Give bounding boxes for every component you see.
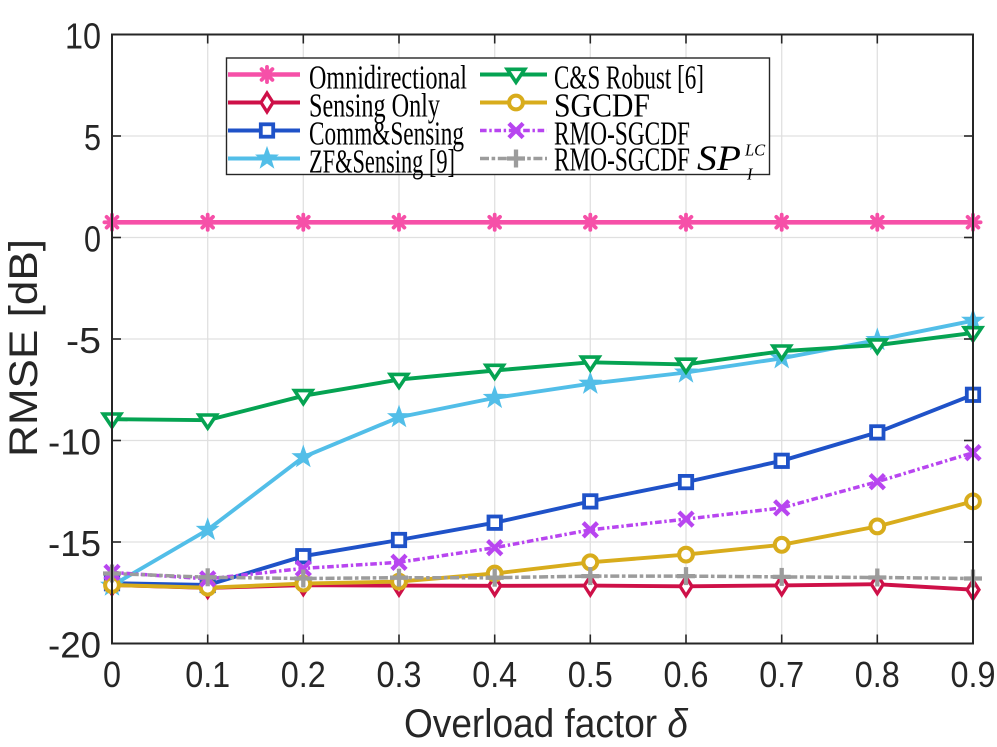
svg-text:I: I [746, 165, 754, 184]
svg-text:0.7: 0.7 [759, 654, 804, 695]
svg-text:C&S Robust [6]: C&S Robust [6] [554, 60, 704, 97]
svg-text:0.5: 0.5 [568, 654, 613, 695]
svg-text:5: 5 [84, 117, 101, 158]
svg-text:Overload factor δ: Overload factor δ [404, 702, 689, 746]
svg-text:0.4: 0.4 [472, 654, 517, 695]
svg-text:RMSE [dB]: RMSE [dB] [2, 239, 46, 457]
svg-text:-10: -10 [48, 422, 101, 463]
svg-text:0.8: 0.8 [855, 654, 900, 695]
svg-text:Omnidirectional: Omnidirectional [309, 60, 467, 97]
svg-text:SP: SP [697, 138, 741, 178]
svg-text:0.6: 0.6 [664, 654, 709, 695]
svg-text:10: 10 [65, 16, 101, 57]
svg-text:RMO-SGCDF: RMO-SGCDF [554, 142, 690, 179]
svg-text:0.1: 0.1 [185, 654, 230, 695]
svg-text:SGCDF: SGCDF [554, 88, 650, 125]
svg-text:RMO-SGCDF: RMO-SGCDF [554, 116, 690, 153]
svg-text:-20: -20 [48, 625, 101, 666]
svg-text:Comm&Sensing: Comm&Sensing [309, 116, 464, 153]
svg-text:0.3: 0.3 [377, 654, 422, 695]
svg-text:LC: LC [744, 141, 766, 160]
svg-text:-5: -5 [66, 320, 101, 361]
svg-text:0.2: 0.2 [281, 654, 326, 695]
svg-text:0.9: 0.9 [951, 654, 996, 695]
svg-text:-15: -15 [48, 523, 101, 564]
svg-text:0: 0 [84, 219, 101, 260]
svg-text:ZF&Sensing [9]: ZF&Sensing [9] [309, 144, 455, 181]
svg-text:0: 0 [103, 654, 121, 695]
svg-text:Sensing Only: Sensing Only [309, 88, 440, 125]
